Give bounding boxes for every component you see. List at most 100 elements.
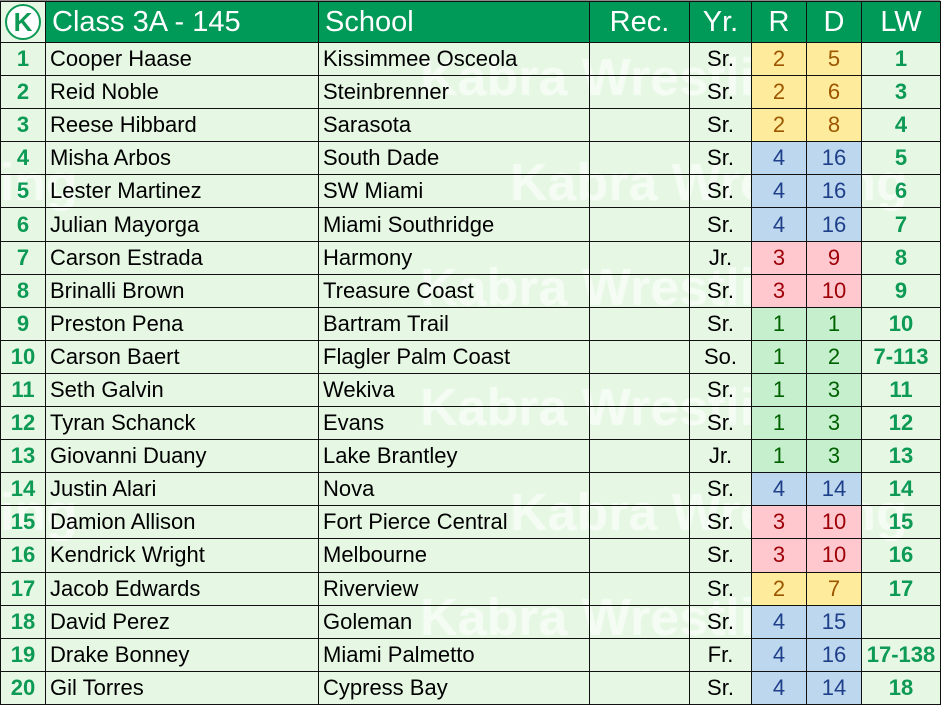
record-cell (589, 108, 690, 143)
school-cell: Treasure Coast (318, 273, 590, 308)
rank-cell: 4 (0, 141, 46, 176)
record-cell (589, 240, 690, 275)
school-cell: Riverview (318, 571, 590, 606)
rank-cell: 11 (0, 372, 46, 408)
wrestler-name-cell: Drake Bonney (45, 637, 319, 672)
rank-cell: 15 (0, 505, 46, 540)
year-cell: Sr. (689, 108, 752, 143)
last-week-cell: 16 (861, 538, 941, 573)
d-cell: 14 (806, 670, 862, 705)
school-cell: Evans (318, 406, 590, 441)
year-cell: Sr. (689, 41, 752, 77)
table-row: 11 Seth Galvin Wekiva Sr. 1 3 11 (0, 372, 941, 408)
rank-cell: 14 (0, 472, 46, 507)
header-row: K Class 3A - 145 School Rec. Yr. R D LW (0, 1, 941, 43)
last-week-cell: 18 (861, 670, 941, 705)
last-week-cell: 17-138 (861, 637, 941, 672)
r-cell: 3 (751, 505, 807, 540)
r-cell: 3 (751, 240, 807, 275)
school-cell: Flagler Palm Coast (318, 339, 590, 374)
d-cell: 15 (806, 604, 862, 639)
r-cell: 2 (751, 571, 807, 606)
last-week-cell: 5 (861, 141, 941, 176)
d-cell: 7 (806, 571, 862, 606)
school-header: School (318, 1, 590, 43)
r-cell: 1 (751, 339, 807, 374)
r-cell: 4 (751, 670, 807, 705)
r-cell: 4 (751, 141, 807, 176)
record-cell (589, 604, 690, 639)
record-cell (589, 41, 690, 77)
rank-cell: 17 (0, 571, 46, 606)
wrestler-name-cell: Julian Mayorga (45, 207, 319, 242)
last-week-cell: 11 (861, 372, 941, 408)
school-cell: Nova (318, 472, 590, 507)
d-cell: 16 (806, 174, 862, 209)
year-cell: Sr. (689, 174, 752, 209)
school-cell: Harmony (318, 240, 590, 275)
year-cell: Sr. (689, 273, 752, 308)
school-cell: Wekiva (318, 372, 590, 408)
d-cell: 10 (806, 273, 862, 308)
r-cell: 1 (751, 439, 807, 474)
record-cell (589, 306, 690, 341)
last-week-cell: 7 (861, 207, 941, 242)
rank-cell: 3 (0, 108, 46, 143)
table-row: 16 Kendrick Wright Melbourne Sr. 3 10 16 (0, 538, 941, 573)
kabra-logo-icon: K (5, 4, 41, 40)
table-row: 9 Preston Pena Bartram Trail Sr. 1 1 10 (0, 306, 941, 341)
school-cell: Miami Palmetto (318, 637, 590, 672)
rank-cell: 20 (0, 670, 46, 705)
r-cell: 2 (751, 41, 807, 77)
wrestler-name-cell: Seth Galvin (45, 372, 319, 408)
d-cell: 6 (806, 75, 862, 110)
rank-cell: 10 (0, 339, 46, 374)
d-cell: 3 (806, 406, 862, 441)
wrestler-name-cell: Misha Arbos (45, 141, 319, 176)
d-cell: 16 (806, 207, 862, 242)
r-cell: 3 (751, 273, 807, 308)
d-cell: 16 (806, 637, 862, 672)
r-cell: 4 (751, 472, 807, 507)
table-row: 17 Jacob Edwards Riverview Sr. 2 7 17 (0, 571, 941, 606)
table-row: 8 Brinalli Brown Treasure Coast Sr. 3 10 9 (0, 273, 941, 308)
last-week-cell: 3 (861, 75, 941, 110)
last-week-cell: 13 (861, 439, 941, 474)
rank-cell: 5 (0, 174, 46, 209)
last-week-cell (861, 604, 941, 639)
year-cell: Jr. (689, 439, 752, 474)
wrestler-name-cell: Carson Baert (45, 339, 319, 374)
d-cell: 8 (806, 108, 862, 143)
d-cell: 2 (806, 339, 862, 374)
wrestler-name-cell: Cooper Haase (45, 41, 319, 77)
year-cell: Jr. (689, 240, 752, 275)
last-week-cell: 14 (861, 472, 941, 507)
wrestler-name-cell: Tyran Schanck (45, 406, 319, 441)
r-header: R (751, 1, 807, 43)
rank-cell: 13 (0, 439, 46, 474)
table-row: 18 David Perez Goleman Sr. 4 15 (0, 604, 941, 639)
last-week-cell: 10 (861, 306, 941, 341)
table-row: 20 Gil Torres Cypress Bay Sr. 4 14 18 (0, 670, 941, 705)
last-week-cell: 15 (861, 505, 941, 540)
year-cell: Sr. (689, 141, 752, 176)
rank-cell: 6 (0, 207, 46, 242)
rank-cell: 18 (0, 604, 46, 639)
table-row: 19 Drake Bonney Miami Palmetto Fr. 4 16 17-138 (0, 637, 941, 672)
last-week-cell: 12 (861, 406, 941, 441)
wrestler-name-cell: Carson Estrada (45, 240, 319, 275)
record-cell (589, 571, 690, 606)
year-cell: Sr. (689, 670, 752, 705)
wrestler-name-cell: Gil Torres (45, 670, 319, 705)
rank-cell: 12 (0, 406, 46, 441)
year-cell: Sr. (689, 538, 752, 573)
year-cell: Sr. (689, 505, 752, 540)
school-cell: SW Miami (318, 174, 590, 209)
table-row: 6 Julian Mayorga Miami Southridge Sr. 4 16 7 (0, 207, 941, 242)
record-cell (589, 670, 690, 705)
r-cell: 4 (751, 207, 807, 242)
rank-cell: 9 (0, 306, 46, 341)
school-cell: Miami Southridge (318, 207, 590, 242)
table-row: 1 Cooper Haase Kissimmee Osceola Sr. 2 5 1 (0, 41, 941, 77)
last-week-cell: 17 (861, 571, 941, 606)
